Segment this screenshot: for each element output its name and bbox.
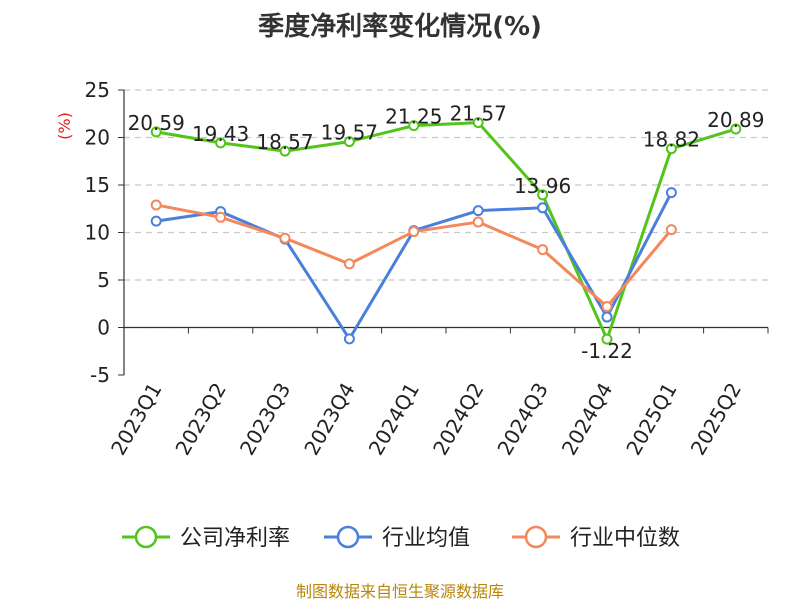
data-label: 20.89 [707, 108, 764, 132]
data-label: 13.96 [514, 174, 571, 198]
series-line-1 [155, 121, 737, 341]
data-point [472, 216, 484, 228]
y-tick-label: 25 [85, 78, 110, 102]
series-line-3 [155, 203, 673, 309]
data-label: 20.59 [128, 111, 185, 135]
data-point [408, 226, 420, 238]
data-point [215, 137, 227, 149]
data-point [279, 232, 291, 244]
data-label: 21.57 [450, 102, 507, 126]
x-tick-label: 2024Q1 [364, 379, 424, 460]
data-point [150, 126, 162, 138]
data-point [472, 205, 484, 217]
data-point [601, 333, 613, 345]
data-label: 21.25 [385, 105, 442, 129]
y-tick-label: 0 [97, 316, 110, 340]
y-tick-label: -5 [90, 363, 110, 387]
data-label: 18.57 [256, 130, 313, 154]
x-tick-label: 2025Q1 [621, 379, 681, 460]
source-note: 制图数据来自恒生聚源数据库 [295, 582, 504, 601]
data-point [343, 333, 355, 345]
y-axis-unit: (%) [55, 112, 74, 140]
data-point [537, 202, 549, 214]
legend-label: 公司净利率 [180, 526, 290, 551]
x-tick-label: 2023Q1 [106, 379, 166, 460]
y-tick-label: 20 [85, 126, 110, 150]
x-tick-label: 2023Q4 [299, 379, 359, 460]
y-tick-label: 10 [85, 221, 110, 245]
legend-marker [134, 525, 158, 549]
x-tick-label: 2024Q4 [557, 379, 617, 460]
data-label: 18.82 [643, 128, 700, 152]
data-point [665, 187, 677, 199]
y-tick-label: 5 [97, 268, 110, 292]
x-tick-label: 2023Q2 [170, 379, 230, 460]
data-point [215, 211, 227, 223]
x-tick-label: 2024Q2 [428, 379, 488, 460]
data-point [665, 224, 677, 236]
data-point [665, 143, 677, 155]
y-tick-label: 15 [85, 173, 110, 197]
chart-title: 季度净利率变化情况(%) [258, 12, 542, 42]
data-point [343, 258, 355, 270]
data-point [537, 244, 549, 256]
legend-label: 行业中位数 [570, 526, 680, 551]
x-tick-label: 2023Q3 [235, 379, 295, 460]
legend-marker [336, 525, 360, 549]
data-label: -1.22 [581, 339, 633, 363]
data-point [601, 301, 613, 313]
legend-marker [524, 525, 548, 549]
data-point [343, 136, 355, 148]
data-point [408, 120, 420, 132]
data-point [150, 215, 162, 227]
data-point [472, 117, 484, 129]
data-point [279, 145, 291, 157]
data-point [537, 189, 549, 201]
series-line-2 [155, 191, 673, 341]
x-tick-label: 2024Q3 [492, 379, 552, 460]
data-label: 19.43 [192, 122, 249, 146]
data-point [150, 199, 162, 211]
data-point [601, 311, 613, 323]
data-point [730, 123, 742, 135]
x-tick-label: 2025Q2 [686, 379, 746, 460]
data-label: 19.57 [321, 121, 378, 145]
legend-label: 行业均值 [382, 526, 470, 551]
